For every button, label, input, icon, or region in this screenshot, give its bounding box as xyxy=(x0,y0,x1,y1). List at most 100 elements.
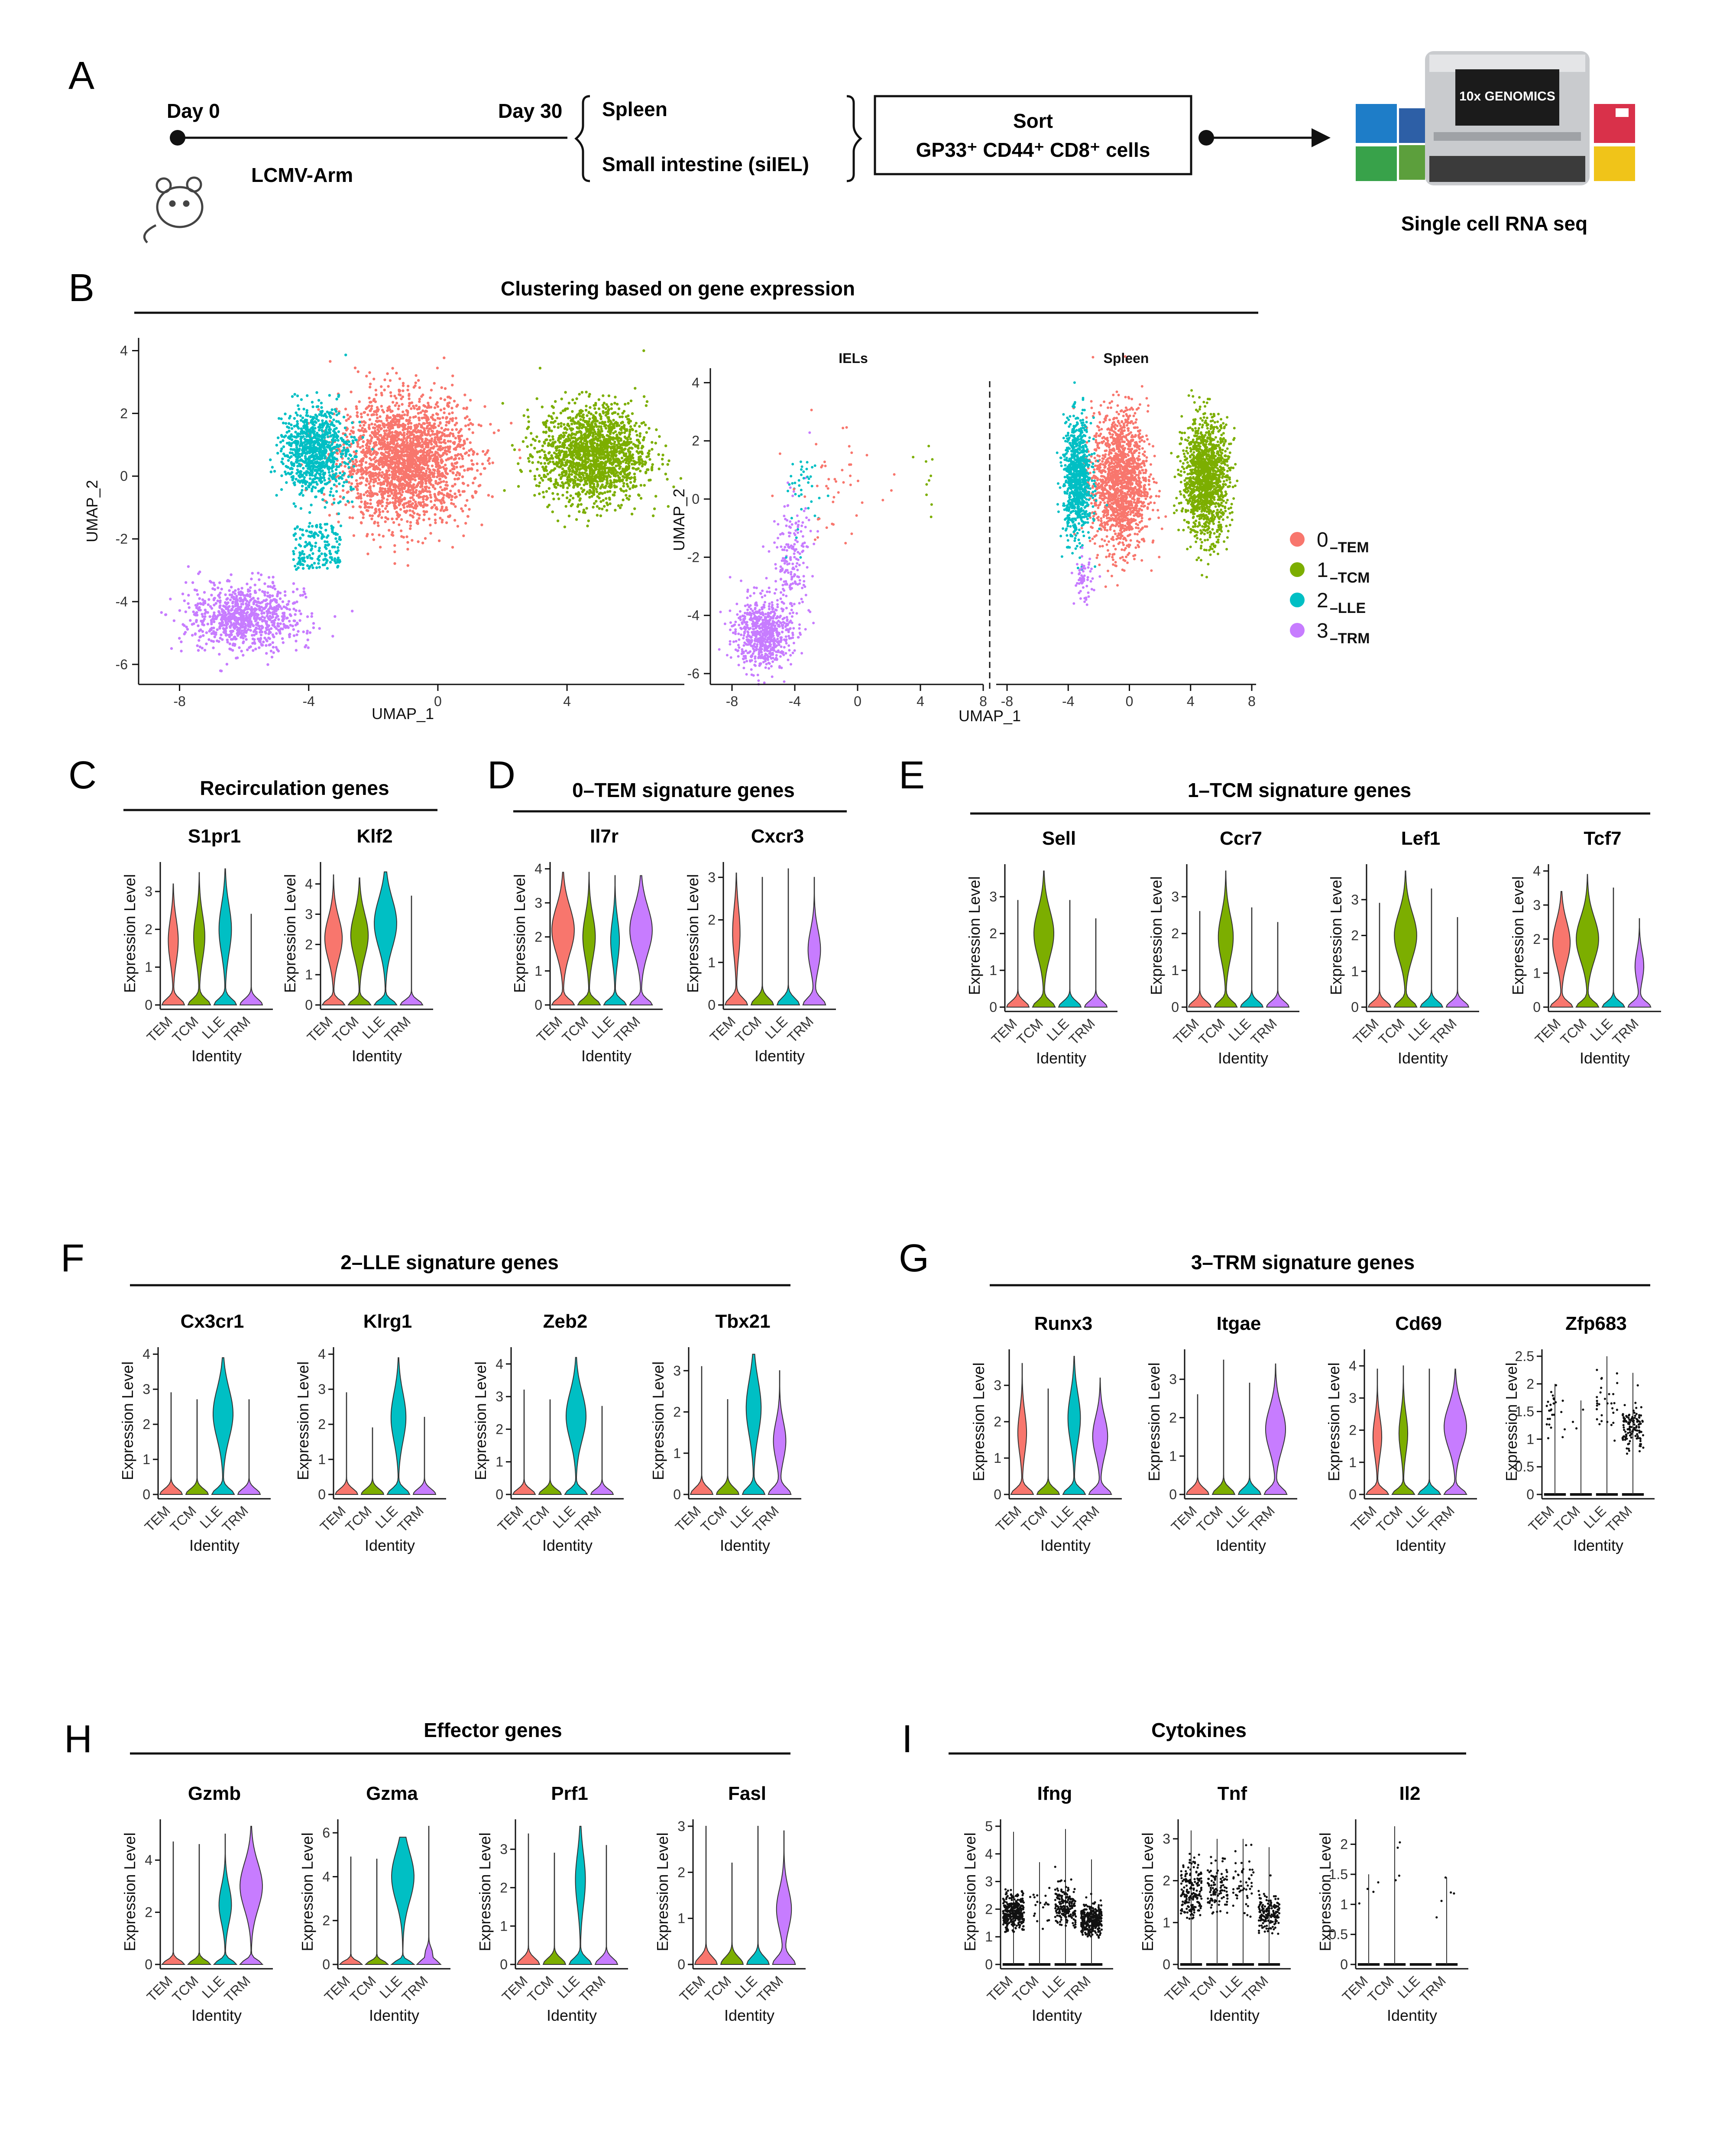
legend-sub-1: –TCM xyxy=(1330,570,1370,586)
violin-shape-tem xyxy=(334,1392,359,1495)
violin-ylabel: Expression Level xyxy=(1147,876,1165,995)
umap-main-ytick-label: 4 xyxy=(120,343,128,358)
violin-gene-title: Sell xyxy=(1042,828,1076,849)
violin-gene-title: Il7r xyxy=(590,826,619,847)
violin-xtick-label: TCM xyxy=(347,1973,379,2005)
legend-sub-2: –LLE xyxy=(1330,600,1366,616)
violin-xtick-label: TEM xyxy=(1532,1015,1564,1047)
umap-cluster-1 xyxy=(501,349,683,528)
facet-right-xtick-label: -8 xyxy=(1001,694,1013,709)
violin-xlabel: Identity xyxy=(352,1047,402,1065)
violin-ytick-label: 2 xyxy=(534,929,542,945)
violin-xlabel: Identity xyxy=(1216,1536,1266,1554)
violin-xtick-label: TEM xyxy=(144,1013,175,1045)
violin-ylabel: Expression Level xyxy=(654,1832,671,1951)
facet-ytick-label: 0 xyxy=(692,491,700,507)
day30-label: Day 30 xyxy=(498,100,562,122)
violin-shape-tem xyxy=(1365,1368,1389,1495)
violin-ytick-label: 0 xyxy=(1349,1487,1357,1502)
violin-shape-tcm xyxy=(364,1858,389,1965)
violin-shape-tcm xyxy=(716,1399,740,1495)
violin-gene-title: Tbx21 xyxy=(715,1311,770,1332)
violin-ytick-label: 1.5 xyxy=(1329,1867,1348,1882)
panel-f-title: 2–LLE signature genes xyxy=(340,1251,559,1274)
violin-xlabel: Identity xyxy=(189,1536,240,1554)
violin-ytick-label: 4 xyxy=(496,1356,503,1372)
instrument-logo-text: 10x GENOMICS xyxy=(1459,89,1555,104)
violin-shape-tcm xyxy=(347,877,372,1005)
violin-xtick-label: LLE xyxy=(1225,1015,1254,1044)
violin-gene-title: Gzma xyxy=(366,1783,418,1804)
violin-jitter-points xyxy=(1435,1876,1455,1919)
facet-right-xtick-label: -4 xyxy=(1062,694,1074,709)
violin-shape-trm xyxy=(237,1399,261,1495)
violin-xtick-label: LLE xyxy=(732,1973,760,2001)
violin-ytick-label: 0 xyxy=(496,1487,503,1502)
violin-xtick-label: TRM xyxy=(784,1013,816,1045)
umap-facet-ylabel: UMAP_2 xyxy=(670,489,688,551)
output-label: Single cell RNA seq xyxy=(1401,212,1587,235)
violin-ylabel: Expression Level xyxy=(684,874,702,993)
tissue-spleen-label: Spleen xyxy=(602,98,667,120)
violin-xtick-label: LLE xyxy=(589,1013,617,1042)
violin-xlabel: Identity xyxy=(1218,1049,1268,1067)
violin-xtick-label: TCM xyxy=(1551,1503,1583,1535)
violin-jitter-points xyxy=(1054,1866,1077,1929)
legend-sub-3: –TRM xyxy=(1330,630,1370,647)
violin-xtick-label: LLE xyxy=(1223,1503,1252,1531)
violin-ytick-label: 0.5 xyxy=(1515,1459,1534,1475)
violin-xtick-label: LLE xyxy=(1581,1503,1609,1531)
violin-jitter-points xyxy=(1621,1384,1645,1455)
violin-ytick-label: 1 xyxy=(318,1452,326,1467)
violin-xtick-label: TEM xyxy=(988,1015,1020,1047)
legend-sub-0: –TEM xyxy=(1330,539,1369,556)
violin-gene-title: Lef1 xyxy=(1401,828,1440,849)
violin-jitter-points xyxy=(1545,1384,1566,1439)
violin-ytick-label: 0 xyxy=(677,1957,685,1972)
panel-g-title: 3–TRM signature genes xyxy=(1191,1251,1415,1274)
violin-xlabel: Identity xyxy=(724,2006,774,2024)
violin-ytick-label: 3 xyxy=(677,1818,685,1834)
violin-ytick-label: 3 xyxy=(673,1363,681,1378)
violin-ytick-label: 0 xyxy=(1533,999,1541,1015)
violin-jitter-points xyxy=(1232,1844,1255,1918)
violin-ytick-label: 2 xyxy=(305,937,313,952)
violin-shape-trm xyxy=(239,1825,264,1965)
violin-gene-title: Cd69 xyxy=(1395,1313,1442,1334)
chromium-instrument-icon: 10x GENOMICS xyxy=(1356,51,1635,185)
violin-ytick-label: 1 xyxy=(673,1445,681,1461)
violin-xtick-label: LLE xyxy=(554,1973,583,2001)
violin-shape-lle xyxy=(211,1357,235,1495)
violin-ylabel: Expression Level xyxy=(970,1362,988,1481)
violin-shape-lle xyxy=(1237,1382,1262,1495)
violin-xlabel: Identity xyxy=(720,1536,770,1554)
violin-ytick-label: 3 xyxy=(318,1381,326,1397)
violin-jitter-points xyxy=(1571,1408,1584,1430)
violin-ylabel: Expression Level xyxy=(1316,1832,1334,1951)
facet-ytick-label: -4 xyxy=(687,608,700,623)
violin-ytick-label: 2 xyxy=(985,1901,993,1917)
violin-shape-trm xyxy=(629,875,653,1005)
violin-xtick-label: TCM xyxy=(1009,1973,1041,2005)
violin-shape-trm xyxy=(1627,918,1652,1008)
violin-shape-lle xyxy=(1601,888,1626,1008)
panel-letter-g: G xyxy=(899,1237,929,1280)
violin-ytick-label: 1 xyxy=(143,1452,150,1467)
violin-ytick-label: 2 xyxy=(994,1414,1001,1429)
violin-ytick-label: 0 xyxy=(145,1957,152,1972)
violin-xlabel: Identity xyxy=(1580,1049,1630,1067)
violin-xlabel: Identity xyxy=(1387,2006,1437,2024)
violin-shape-trm xyxy=(1084,918,1108,1008)
violin-shape-tcm xyxy=(187,1844,212,1965)
violin-xtick-label: TCM xyxy=(1193,1503,1225,1535)
violin-ytick-label: 2 xyxy=(673,1404,681,1420)
violin-ytick-label: 0 xyxy=(985,1957,993,1972)
violin-xtick-label: TRM xyxy=(1247,1015,1279,1047)
violin-xtick-label: TRM xyxy=(381,1013,413,1045)
violin-xtick-label: TEM xyxy=(499,1973,531,2004)
violin-shape-tcm xyxy=(1393,870,1418,1008)
violin-xtick-label: TEM xyxy=(1348,1503,1380,1534)
violin-ytick-label: 2 xyxy=(989,926,997,941)
violin-shape-tem xyxy=(516,1833,541,1965)
